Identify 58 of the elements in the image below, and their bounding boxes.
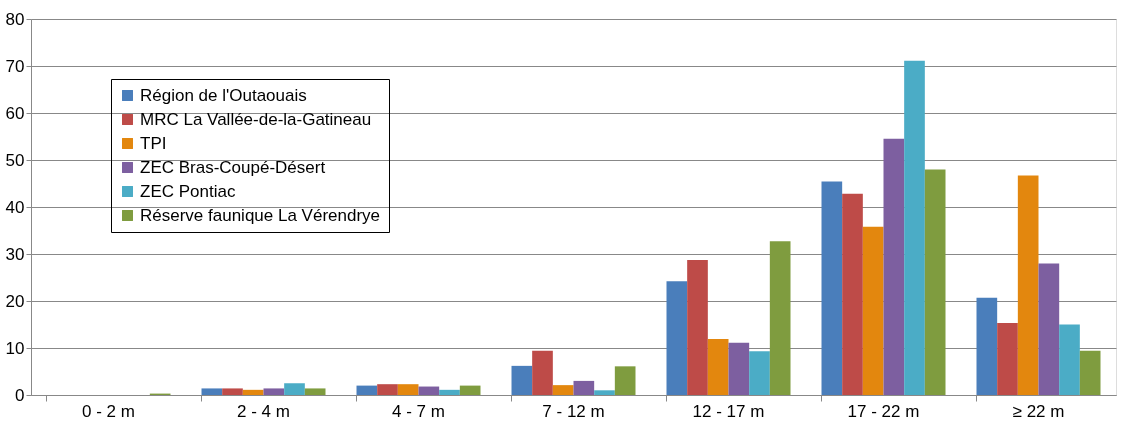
x-tick-label: 2 - 4 m <box>237 401 290 421</box>
x-tick-label: 4 - 7 m <box>392 401 445 421</box>
bar <box>728 342 750 395</box>
legend-label: MRC La Vallée-de-la-Gatineau <box>140 109 372 129</box>
bar <box>666 281 688 395</box>
bar <box>749 351 770 395</box>
bar <box>769 241 791 395</box>
y-tick-label: 20 <box>5 291 25 311</box>
bar <box>594 390 615 395</box>
bar <box>1017 175 1039 395</box>
bar <box>614 366 636 395</box>
y-tick-label: 40 <box>5 197 25 217</box>
bar <box>904 60 925 395</box>
bar <box>924 169 946 395</box>
bar <box>222 388 243 395</box>
x-tick-label: 12 - 17 m <box>692 401 765 421</box>
bar <box>862 226 884 395</box>
bar <box>304 388 326 395</box>
x-tick-label: 7 - 12 m <box>542 401 605 421</box>
bar <box>842 193 863 395</box>
y-tick-label: 50 <box>5 150 25 170</box>
bar <box>418 386 440 395</box>
x-tick-label: 0 - 2 m <box>82 401 135 421</box>
bar <box>439 389 460 395</box>
bar <box>573 380 595 395</box>
bar <box>356 385 378 395</box>
legend-label: Réserve faunique La Vérendrye <box>140 205 381 225</box>
y-tick-label: 80 <box>5 9 25 29</box>
bar <box>883 138 905 395</box>
bar <box>201 388 223 395</box>
bar <box>263 388 285 395</box>
bar <box>532 350 553 395</box>
y-tick-label: 30 <box>5 244 25 264</box>
y-tick-label: 0 <box>15 385 25 405</box>
bar <box>397 384 419 395</box>
legend-label: ZEC Pontiac <box>140 181 236 201</box>
bar <box>459 385 481 395</box>
bar <box>284 383 305 395</box>
bar <box>552 385 574 395</box>
bar <box>1079 350 1101 395</box>
bar <box>707 339 729 395</box>
bar <box>511 365 533 395</box>
bar <box>377 384 398 395</box>
y-tick-label: 70 <box>5 56 25 76</box>
bar <box>1059 324 1080 395</box>
y-tick-label: 60 <box>5 103 25 123</box>
y-tick-label: 10 <box>5 338 25 358</box>
legend-label: ZEC Bras-Coupé-Désert <box>140 157 326 177</box>
bar <box>242 389 264 395</box>
legend-label: Région de l'Outaouais <box>140 85 307 105</box>
bar <box>687 260 708 395</box>
legend-label: TPI <box>140 133 167 153</box>
x-tick-label: 17 - 22 m <box>847 401 920 421</box>
bar <box>997 323 1018 395</box>
x-tick-label: ≥ 22 m <box>1012 401 1065 421</box>
bar <box>821 181 843 395</box>
bar <box>1038 263 1060 395</box>
bar <box>976 297 998 395</box>
